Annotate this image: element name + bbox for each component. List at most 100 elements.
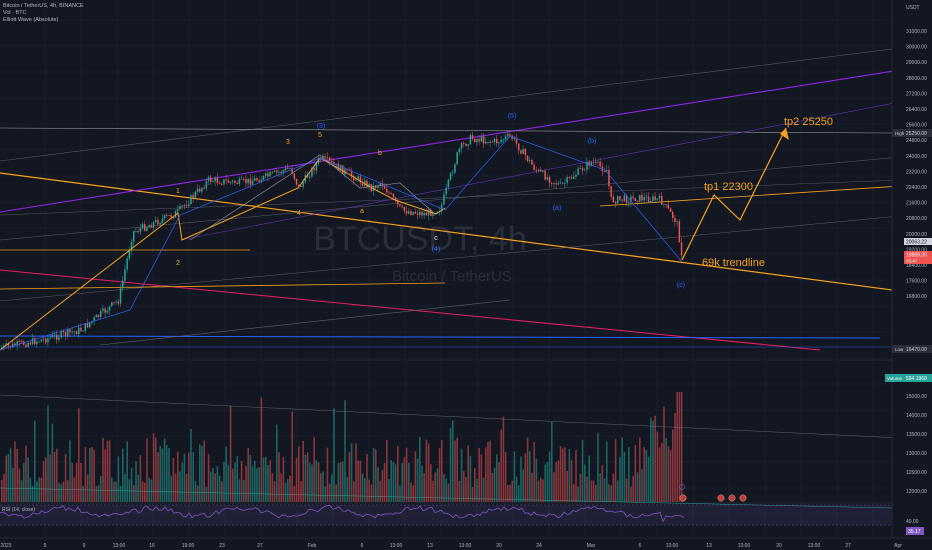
price-unit-label: USDT (906, 5, 920, 11)
volume-bar (293, 485, 296, 502)
volume-bar (540, 477, 542, 502)
volume-value: 594.1968 (906, 376, 927, 382)
volume-bar (636, 472, 639, 502)
candle-body (579, 168, 582, 170)
volume-bar (353, 480, 355, 502)
volume-bar (49, 454, 51, 502)
volume-bar (317, 462, 320, 502)
volume-bar (122, 448, 124, 502)
indicator-legend[interactable]: Elliott Wave (Absolute) (3, 17, 59, 23)
volume-bar (238, 479, 241, 502)
candle-body (504, 136, 507, 140)
candle-body (652, 196, 654, 201)
candle-body (172, 217, 175, 219)
volume-bar (522, 469, 524, 502)
candle-body (441, 204, 443, 212)
volume-bar (621, 437, 623, 502)
candle-body (124, 269, 126, 281)
time-tick-label: 20 (776, 543, 782, 549)
volume-bar (295, 457, 298, 502)
candle-body (357, 176, 359, 180)
symbol-legend[interactable]: Bitcoin / TetherUS, 4h, BINANCE (3, 3, 84, 9)
volume-bar (315, 460, 318, 502)
candle-body (159, 222, 161, 225)
volume-bar (386, 439, 388, 502)
candle-body (18, 341, 21, 342)
candle-body (177, 208, 179, 212)
volume-bar (71, 463, 73, 502)
volume-bar (284, 482, 287, 502)
volume-bar (234, 462, 236, 502)
candle-body (53, 334, 56, 336)
candle-body (672, 211, 674, 218)
time-tick-label: Feb (308, 543, 317, 549)
volume-bar (614, 439, 617, 502)
volume-legend[interactable]: Vol · BTC (3, 10, 27, 16)
volume-bar (67, 480, 69, 502)
candle-body (60, 331, 62, 338)
volume-bar (491, 472, 494, 502)
rsi-legend[interactable]: RSI (14, close) (2, 507, 36, 513)
candle-body (628, 202, 630, 203)
candle-body (614, 201, 617, 204)
volume-tick-label: 12000.00 (906, 489, 927, 495)
candle-body (27, 342, 29, 347)
candle-body (379, 182, 381, 186)
volume-bar (216, 466, 219, 502)
volume-bar (150, 479, 153, 502)
candle-body (141, 224, 144, 229)
candle-body (163, 214, 166, 219)
candle-body (388, 192, 390, 194)
candle-body (58, 337, 60, 340)
volume-bar (476, 478, 478, 502)
volume-bar (207, 454, 210, 502)
volume-bar (51, 423, 54, 502)
time-tick-label: 23 (219, 543, 225, 549)
candle-body (117, 301, 120, 304)
volume-bar (333, 408, 335, 502)
candle-body (287, 167, 289, 169)
candle-body (342, 165, 344, 175)
volume-bar (89, 448, 91, 502)
candle-body (232, 180, 234, 182)
volume-bar (599, 473, 601, 502)
volume-bar (97, 485, 100, 502)
candle-body (425, 212, 428, 216)
candle-body (562, 182, 564, 184)
volume-bar (432, 480, 434, 502)
candle-body (669, 208, 672, 212)
time-tick-label: 16 (149, 543, 155, 549)
volume-bar (188, 452, 190, 502)
volume-bar (458, 480, 461, 502)
volume-bar (669, 450, 672, 502)
price-tick-label: 24000.00 (906, 154, 927, 160)
candle-body (630, 196, 632, 203)
volume-bar (590, 480, 593, 502)
candle-body (447, 179, 450, 188)
volume-bar (548, 451, 551, 502)
volume-bar (18, 468, 21, 502)
volume-bar (390, 460, 392, 502)
candle-body (300, 186, 302, 188)
candle-body (328, 157, 331, 161)
volume-bar (579, 473, 582, 502)
candle-body (190, 195, 192, 205)
volume-bar (130, 467, 133, 502)
high-value: 25250.00 (906, 131, 927, 137)
candle-body (478, 139, 480, 142)
candle-body (130, 241, 133, 251)
volume-bar (139, 455, 142, 502)
candle-body (192, 195, 194, 198)
volume-bar (487, 441, 489, 502)
candle-body (126, 258, 128, 270)
volume-bar (7, 453, 10, 502)
volume-bar (280, 473, 282, 502)
volume-bar (196, 485, 199, 502)
candle-body (258, 180, 260, 183)
candle-body (201, 187, 203, 192)
candle-body (452, 172, 454, 174)
volume-bar (553, 472, 555, 502)
volume-bar (452, 420, 454, 502)
volume-bar (185, 473, 188, 502)
